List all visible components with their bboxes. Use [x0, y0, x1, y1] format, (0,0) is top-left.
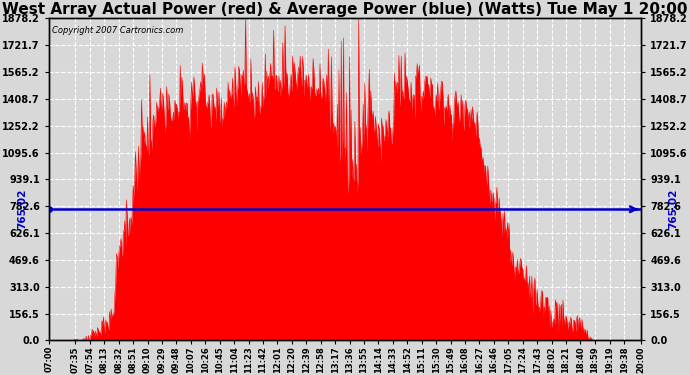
Text: Copyright 2007 Cartronics.com: Copyright 2007 Cartronics.com: [52, 26, 184, 35]
Text: 765.02: 765.02: [17, 189, 27, 230]
Text: 765.02: 765.02: [669, 189, 679, 230]
Title: West Array Actual Power (red) & Average Power (blue) (Watts) Tue May 1 20:00: West Array Actual Power (red) & Average …: [2, 2, 688, 17]
